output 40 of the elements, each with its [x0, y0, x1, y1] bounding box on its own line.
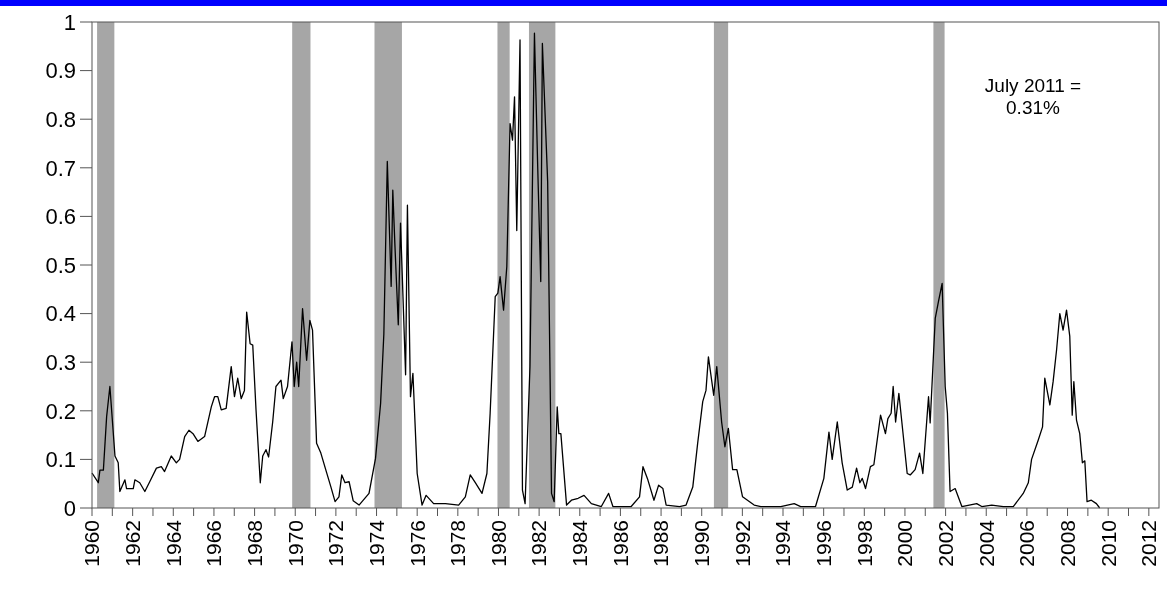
y-tick-label: 0.6	[45, 204, 76, 230]
x-tick-label: 2006	[1015, 520, 1039, 567]
x-tick-label: 1990	[690, 520, 714, 567]
x-tick-label: 2008	[1055, 520, 1079, 567]
x-tick-label: 1986	[608, 520, 632, 567]
x-tick-label: 2000	[893, 520, 917, 567]
y-tick-label: 0.7	[45, 155, 76, 181]
x-tick-label: 1982	[527, 520, 551, 567]
x-tick-label: 1978	[446, 520, 470, 567]
x-tick-label: 1974	[364, 519, 388, 567]
y-tick-label: 0.8	[45, 106, 76, 132]
x-tick-label: 1962	[121, 520, 144, 567]
x-tick-label: 1980	[486, 520, 510, 567]
x-tick-label: 1972	[324, 520, 348, 567]
y-tick-label: 0.1	[45, 447, 76, 473]
y-tick-label: 0.4	[45, 301, 76, 327]
x-tick-label: 1976	[405, 520, 429, 567]
x-tick-label: 1992	[730, 520, 754, 567]
x-tick-label: 1968	[242, 520, 266, 567]
x-tick-label: 1988	[649, 520, 673, 567]
x-tick-label: 1984	[568, 519, 592, 567]
x-tick-label: 2004	[974, 519, 998, 567]
y-tick-label: 1	[63, 9, 76, 35]
y-tick-label: 0	[63, 495, 76, 521]
x-tick-label: 1996	[812, 520, 836, 567]
x-tick-label: 1966	[202, 520, 226, 567]
y-tick-label: 0.9	[45, 58, 76, 84]
x-tick-label: 1970	[283, 520, 307, 567]
x-tick-label: 2002	[933, 520, 957, 567]
x-tick-label: 1998	[852, 520, 876, 567]
x-tick-label: 1964	[161, 519, 185, 567]
annotation: July 2011 = 0.31%	[984, 75, 1082, 118]
x-tick-label: 2012	[1137, 520, 1161, 567]
x-tick-label: 1960	[80, 520, 104, 567]
y-tick-label: 0.2	[45, 398, 76, 424]
y-tick-label: 0.3	[45, 349, 76, 375]
x-tick-label: 2010	[1096, 520, 1120, 567]
y-tick-label: 0.5	[45, 252, 76, 278]
line-series	[91, 32, 1101, 509]
x-tick-label: 1994	[771, 519, 795, 567]
